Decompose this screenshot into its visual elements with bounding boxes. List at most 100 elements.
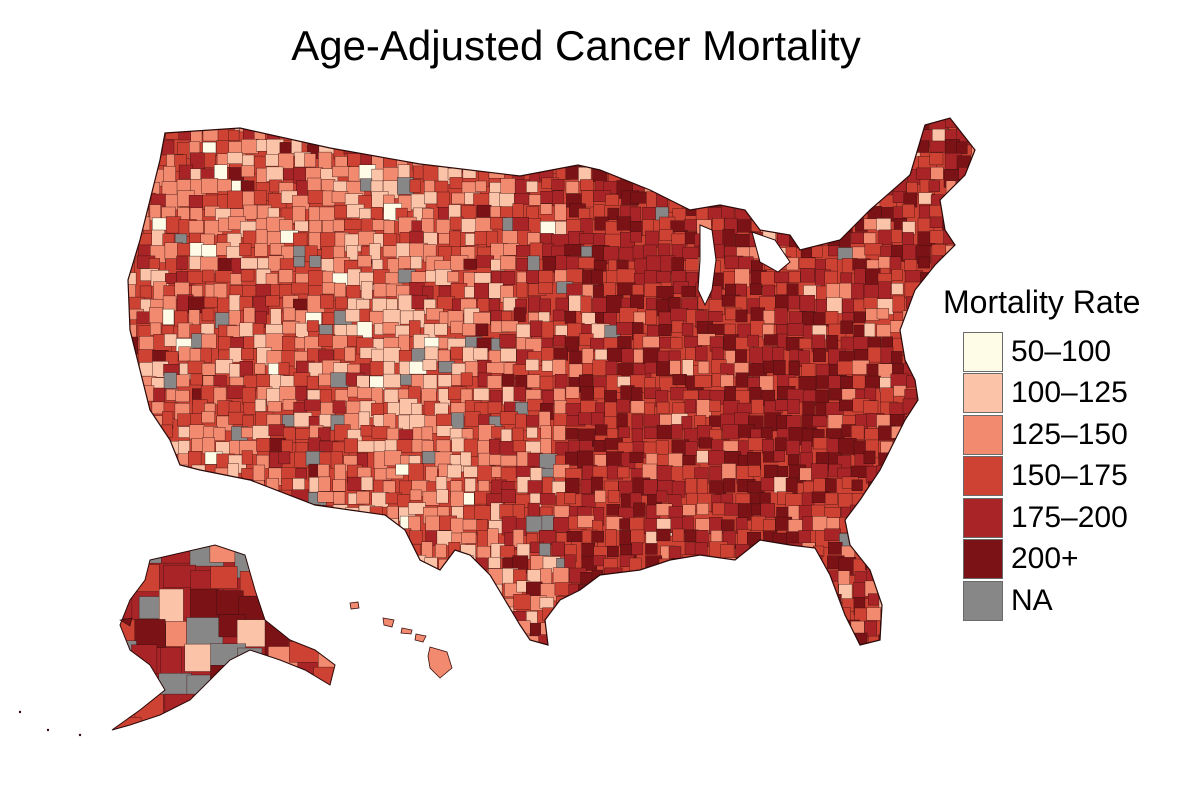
county-cell [227, 477, 243, 492]
county-cell [631, 542, 643, 556]
county-cell [735, 140, 749, 156]
county-cell [343, 542, 361, 560]
county-cell [128, 467, 142, 483]
county-cell [410, 193, 427, 210]
county-cell [462, 621, 480, 639]
county-cell [916, 373, 932, 388]
county-cell [553, 425, 566, 441]
county-cell [554, 620, 571, 636]
county-cell [681, 154, 699, 173]
county-cell [682, 190, 699, 203]
county-cell [839, 231, 851, 249]
county-cell [112, 667, 132, 694]
county-cell [593, 386, 605, 400]
county-cell [798, 338, 812, 350]
county-cell [398, 118, 415, 129]
county-cell [410, 271, 428, 283]
county-cell [357, 440, 376, 453]
county-cell [411, 403, 423, 416]
county-cell [605, 635, 623, 645]
county-cell [318, 151, 332, 169]
county-cell [889, 492, 905, 507]
county-cell [253, 489, 268, 505]
county-cell [373, 557, 392, 573]
county-cell [735, 584, 748, 604]
county-cell [841, 632, 853, 645]
county-cell [929, 152, 944, 166]
county-cell [163, 518, 178, 537]
county-cell [190, 373, 203, 386]
county-cell [374, 568, 386, 585]
county-cell [864, 243, 883, 256]
county-cell [582, 363, 595, 375]
county-cell [137, 427, 149, 440]
county-cell [761, 206, 779, 225]
county-cell [128, 182, 135, 194]
county-cell [128, 152, 137, 170]
county-cell [762, 195, 777, 207]
lower-48-states [127, 117, 998, 665]
county-cell [128, 205, 146, 219]
county-cell [775, 167, 792, 183]
county-cell [801, 594, 819, 609]
county-cell [294, 220, 309, 232]
county-cell [656, 401, 670, 414]
county-cell [685, 478, 698, 495]
county-cell [358, 230, 377, 246]
county-cell [659, 229, 674, 241]
county-cell [851, 518, 865, 531]
county-cell [775, 204, 790, 223]
county-cell [267, 555, 279, 574]
county-cell [266, 518, 283, 532]
county-cell [668, 546, 682, 564]
county-cell [344, 438, 358, 454]
county-cell [306, 621, 326, 637]
county-cell [630, 529, 645, 544]
county-cell [135, 438, 154, 450]
county-cell [694, 570, 711, 589]
county-cell [746, 598, 764, 617]
county-cell [644, 362, 658, 374]
county-cell [542, 256, 557, 273]
county-cell [525, 441, 542, 454]
county-cell [736, 623, 749, 641]
county-cell [476, 596, 490, 613]
county-cell [374, 129, 390, 145]
county-cell [423, 126, 437, 139]
county-cell [891, 283, 904, 295]
county-cell [764, 624, 781, 640]
county-cell [851, 479, 863, 491]
county-cell [396, 650, 412, 662]
county-cell [751, 399, 764, 415]
county-cell [708, 648, 720, 665]
county-cell [307, 190, 325, 204]
county-cell [437, 296, 455, 310]
county-cell [385, 596, 398, 613]
county-cell [434, 323, 448, 336]
county-cell [902, 203, 915, 218]
county-cell [281, 518, 299, 537]
county-cell [164, 693, 199, 723]
county-cell [318, 427, 331, 441]
county-cell [422, 138, 437, 150]
county-cell [490, 143, 502, 161]
county-cell [630, 646, 646, 660]
county-cell [723, 478, 736, 493]
county-cell [291, 282, 309, 295]
county-cell [552, 567, 569, 585]
county-cell [475, 180, 487, 192]
county-cell [798, 376, 817, 391]
county-cell [619, 128, 635, 147]
county-cell [539, 493, 556, 505]
legend-swatch [963, 539, 1003, 580]
county-cell [815, 611, 830, 623]
county-cell [711, 611, 728, 624]
county-cell [985, 126, 998, 140]
county-cell [228, 411, 245, 425]
county-cell [135, 450, 154, 466]
county-cell [772, 557, 790, 570]
county-cell [852, 167, 867, 181]
county-cell [957, 636, 971, 645]
county-cell [278, 451, 291, 465]
county-cell [738, 637, 755, 645]
